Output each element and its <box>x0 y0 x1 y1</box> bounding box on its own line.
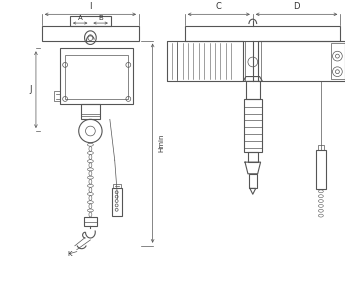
Bar <box>167 41 177 82</box>
Bar <box>60 48 133 104</box>
Bar <box>84 217 97 226</box>
Text: C: C <box>216 2 222 12</box>
Bar <box>113 183 120 188</box>
Text: D: D <box>293 2 300 12</box>
Bar <box>65 55 128 99</box>
Bar <box>258 41 345 82</box>
Bar <box>112 188 121 216</box>
Bar <box>185 26 340 41</box>
Bar <box>244 99 261 152</box>
Bar <box>318 145 324 150</box>
Bar <box>245 41 261 82</box>
Bar <box>331 43 348 79</box>
Bar <box>70 16 111 26</box>
Text: Hmin: Hmin <box>159 134 164 152</box>
Bar <box>249 174 257 188</box>
Bar <box>246 82 260 99</box>
Bar <box>54 91 60 101</box>
Text: A: A <box>78 15 83 21</box>
Text: B: B <box>98 15 103 21</box>
Bar <box>316 150 326 190</box>
Text: I: I <box>89 2 92 12</box>
Bar <box>80 104 100 119</box>
Text: J: J <box>30 85 32 94</box>
Bar <box>167 41 243 82</box>
Bar <box>248 152 258 162</box>
Bar <box>42 26 139 41</box>
Text: K: K <box>68 251 72 257</box>
